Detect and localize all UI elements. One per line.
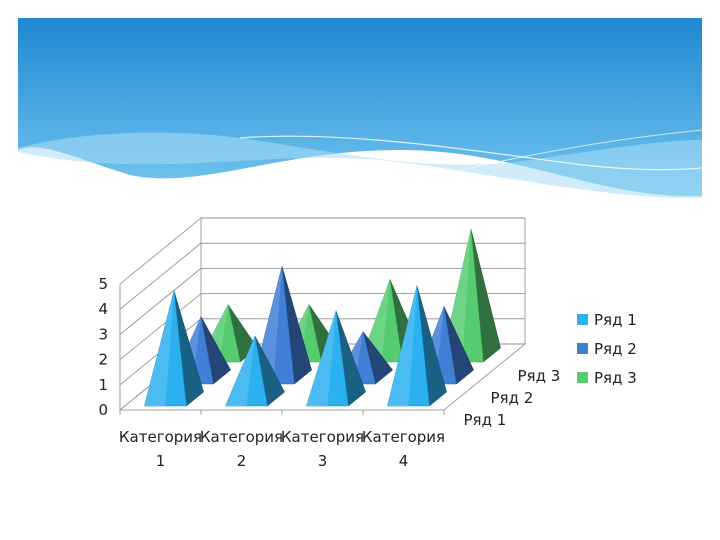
- gridline: [119, 267, 525, 335]
- header-banner: [18, 18, 703, 199]
- legend: Ряд 1 Ряд 2 Ряд 3: [577, 305, 637, 392]
- legend-item-series-3: Ряд 3: [577, 363, 637, 392]
- depth-axis-label: Ряд 2: [491, 389, 534, 407]
- x-tick-label: Категория: [200, 428, 283, 446]
- gridline: [119, 217, 525, 285]
- x-tick-label: 2: [237, 452, 247, 470]
- legend-swatch-series-3: [577, 372, 588, 383]
- legend-swatch-series-2: [577, 343, 588, 354]
- pyramid-highlight: [225, 336, 255, 406]
- pyramid-highlight: [198, 304, 228, 362]
- plot-area: 0 1 2 3 4 5 Категория 1 Категория 2 Категория 3 Кате…: [98, 217, 561, 470]
- pyramid-highlight: [144, 290, 174, 406]
- gridline: [119, 242, 525, 310]
- y-tick-label: 5: [98, 275, 108, 293]
- pyramid-highlight: [306, 310, 336, 406]
- pyramid-highlight: [360, 279, 390, 362]
- x-tick-label: 3: [318, 452, 328, 470]
- y-tick-label: 2: [98, 351, 108, 369]
- y-tick-label: 3: [98, 325, 108, 343]
- legend-label-series-3: Ряд 3: [594, 368, 637, 387]
- legend-item-series-1: Ряд 1: [577, 305, 637, 334]
- legend-label-series-1: Ряд 1: [594, 310, 637, 329]
- pyramid-highlight: [252, 266, 282, 384]
- x-tick-label: 4: [399, 452, 409, 470]
- legend-item-series-2: Ряд 2: [577, 334, 637, 363]
- pyramid-highlight: [441, 229, 471, 362]
- x-tick-label: Категория: [362, 428, 445, 446]
- legend-label-series-2: Ряд 2: [594, 339, 637, 358]
- legend-swatch-series-1: [577, 314, 588, 325]
- x-tick-label: Категория: [119, 428, 202, 446]
- y-tick-label: 0: [98, 401, 108, 419]
- x-tick-label: 1: [156, 452, 166, 470]
- depth-axis-label: Ряд 1: [464, 411, 507, 429]
- pyramid-highlight: [387, 285, 417, 406]
- y-tick-label: 4: [98, 300, 108, 318]
- depth-axis-label: Ряд 3: [518, 367, 561, 385]
- x-tick-label: Категория: [281, 428, 364, 446]
- y-tick-label: 1: [98, 376, 108, 394]
